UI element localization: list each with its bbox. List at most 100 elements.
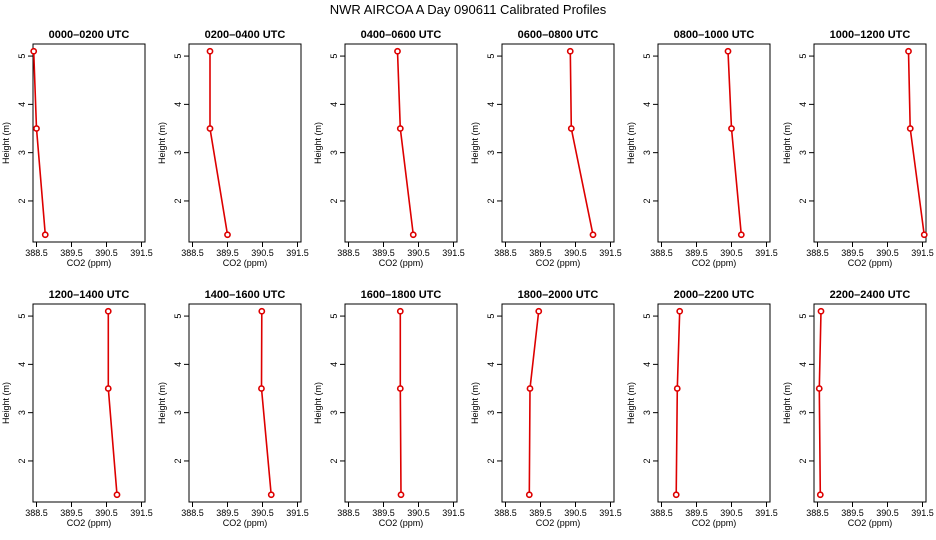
profile-line	[727, 51, 743, 235]
x-tick-label: 389.5	[216, 248, 239, 258]
profile-point	[920, 231, 928, 239]
y-axis-label: Height (m)	[1, 122, 11, 164]
profile-point	[816, 491, 824, 499]
profile-panel: 1000–1200 UTC 388.5 389.5 390.5 391.5 2 3 4 5 CO2…	[782, 29, 934, 268]
x-tick-label: 391.5	[599, 508, 622, 518]
panel-title: 0800–1000 UTC	[674, 29, 755, 41]
x-axis-label: CO2 (ppm)	[67, 258, 112, 268]
panel-title: 0000–0200 UTC	[49, 29, 130, 41]
y-tick-label: 4	[329, 102, 339, 107]
x-tick-label: 391.5	[442, 508, 465, 518]
x-axis-label: CO2 (ppm)	[848, 518, 893, 528]
plot-frame	[32, 43, 146, 243]
figure-title: NWR AIRCOA A Day 090611 Calibrated Profi…	[330, 2, 607, 17]
plot-frame	[657, 43, 771, 243]
x-tick-label: 390.5	[251, 508, 274, 518]
profile-point	[206, 47, 214, 55]
profile-point	[396, 385, 404, 392]
x-tick-label: 390.5	[564, 248, 587, 258]
profile-panel: 0200–0400 UTC 388.5 389.5 390.5 391.5 2 3 4 5 CO2…	[157, 29, 309, 268]
x-tick-label: 390.5	[251, 248, 274, 258]
x-tick-label: 391.5	[286, 508, 309, 518]
profile-panel: 0000–0200 UTC 388.5 389.5 390.5 391.5 2 3 4 5 CO2…	[1, 29, 153, 268]
y-tick-label: 3	[486, 410, 496, 415]
profile-point	[396, 125, 404, 132]
x-tick-label: 391.5	[130, 508, 153, 518]
plot-frame	[32, 303, 146, 503]
profile-point	[589, 231, 597, 239]
profile-point	[30, 47, 38, 55]
x-tick-label: 390.5	[876, 248, 899, 258]
y-tick-label: 3	[329, 150, 339, 155]
y-tick-label: 3	[642, 410, 652, 415]
y-tick-label: 3	[173, 410, 183, 415]
profile-point	[673, 385, 681, 392]
y-tick-label: 2	[642, 458, 652, 463]
x-tick-label: 389.5	[216, 508, 239, 518]
plot-frame	[344, 43, 458, 243]
x-tick-label: 390.5	[407, 508, 430, 518]
profile-point	[817, 307, 825, 315]
y-tick-label: 5	[17, 314, 27, 319]
y-tick-label: 4	[173, 102, 183, 107]
y-tick-label: 5	[642, 314, 652, 319]
x-tick-label: 388.5	[337, 248, 360, 258]
x-tick-label: 389.5	[685, 508, 708, 518]
profile-point	[526, 385, 534, 392]
y-tick-label: 5	[486, 54, 496, 59]
y-tick-label: 3	[17, 150, 27, 155]
profile-point	[33, 125, 40, 132]
x-tick-label: 390.5	[876, 508, 899, 518]
plot-frame	[501, 303, 615, 503]
y-tick-label: 2	[798, 198, 808, 203]
profile-point	[567, 125, 575, 132]
x-tick-label: 390.5	[720, 248, 743, 258]
x-axis-label: CO2 (ppm)	[379, 518, 424, 528]
x-tick-label: 388.5	[806, 508, 829, 518]
x-tick-label: 388.5	[181, 248, 204, 258]
y-tick-label: 5	[798, 314, 808, 319]
x-tick-label: 389.5	[841, 508, 864, 518]
x-tick-label: 389.5	[685, 248, 708, 258]
profile-panel: 2000–2200 UTC 388.5 389.5 390.5 391.5 2 3 4 5 CO2…	[626, 289, 778, 528]
profile-panel: 0400–0600 UTC 388.5 389.5 390.5 391.5 2 3 4 5 CO2…	[313, 29, 465, 268]
y-tick-label: 5	[329, 54, 339, 59]
y-tick-label: 3	[798, 410, 808, 415]
y-axis-label: Height (m)	[470, 382, 480, 424]
profile-line	[907, 51, 925, 235]
y-axis-label: Height (m)	[470, 122, 480, 164]
x-tick-label: 388.5	[25, 508, 48, 518]
y-tick-label: 2	[17, 198, 27, 203]
panel-title: 0400–0600 UTC	[361, 29, 442, 41]
profile-point	[566, 47, 574, 55]
y-tick-label: 2	[486, 458, 496, 463]
y-tick-label: 5	[17, 54, 27, 59]
profile-line	[528, 311, 540, 495]
panel-title: 2000–2200 UTC	[674, 289, 755, 301]
panel-title: 1000–1200 UTC	[830, 29, 911, 41]
panel-title: 0600–0800 UTC	[518, 29, 599, 41]
y-tick-label: 3	[329, 410, 339, 415]
y-tick-label: 2	[798, 458, 808, 463]
y-tick-label: 5	[173, 314, 183, 319]
x-tick-label: 389.5	[372, 508, 395, 518]
x-tick-label: 388.5	[25, 248, 48, 258]
y-tick-label: 4	[798, 102, 808, 107]
profile-point	[224, 231, 231, 239]
x-tick-label: 389.5	[529, 508, 552, 518]
x-tick-label: 389.5	[60, 508, 83, 518]
y-tick-label: 4	[486, 362, 496, 367]
x-tick-label: 391.5	[442, 248, 465, 258]
profile-point	[41, 231, 49, 239]
y-tick-label: 4	[798, 362, 808, 367]
y-tick-label: 4	[642, 102, 652, 107]
profile-point	[672, 491, 680, 499]
plot-frame	[657, 303, 771, 503]
profile-panel: 0800–1000 UTC 388.5 389.5 390.5 391.5 2 3 4 5 CO2…	[626, 29, 778, 268]
profile-line	[818, 311, 822, 495]
x-tick-label: 391.5	[755, 248, 778, 258]
y-tick-label: 3	[798, 150, 808, 155]
y-tick-label: 4	[17, 362, 27, 367]
profile-line	[209, 51, 229, 235]
profile-point	[267, 491, 275, 499]
